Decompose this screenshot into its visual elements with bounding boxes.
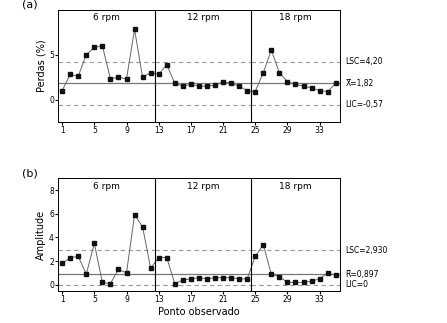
Text: X̅=1,82: X̅=1,82	[346, 79, 374, 88]
Text: 12 rpm: 12 rpm	[187, 182, 219, 191]
Text: LIC=0: LIC=0	[346, 280, 368, 289]
Text: (b): (b)	[21, 168, 37, 178]
Text: LIC=-0,57: LIC=-0,57	[346, 100, 383, 109]
Y-axis label: Perdas (%): Perdas (%)	[36, 40, 46, 92]
Text: (a): (a)	[21, 0, 37, 10]
Text: LSC=4,20: LSC=4,20	[346, 57, 383, 66]
Y-axis label: Amplitude: Amplitude	[36, 209, 46, 260]
Text: LSC=2,930: LSC=2,930	[346, 245, 388, 255]
Text: R̅=0,897: R̅=0,897	[346, 270, 379, 279]
Text: 12 rpm: 12 rpm	[187, 13, 219, 22]
Text: 18 rpm: 18 rpm	[279, 182, 312, 191]
Text: 6 rpm: 6 rpm	[93, 13, 120, 22]
Text: 6 rpm: 6 rpm	[93, 182, 120, 191]
Text: 18 rpm: 18 rpm	[279, 13, 312, 22]
X-axis label: Ponto observado: Ponto observado	[158, 307, 240, 317]
